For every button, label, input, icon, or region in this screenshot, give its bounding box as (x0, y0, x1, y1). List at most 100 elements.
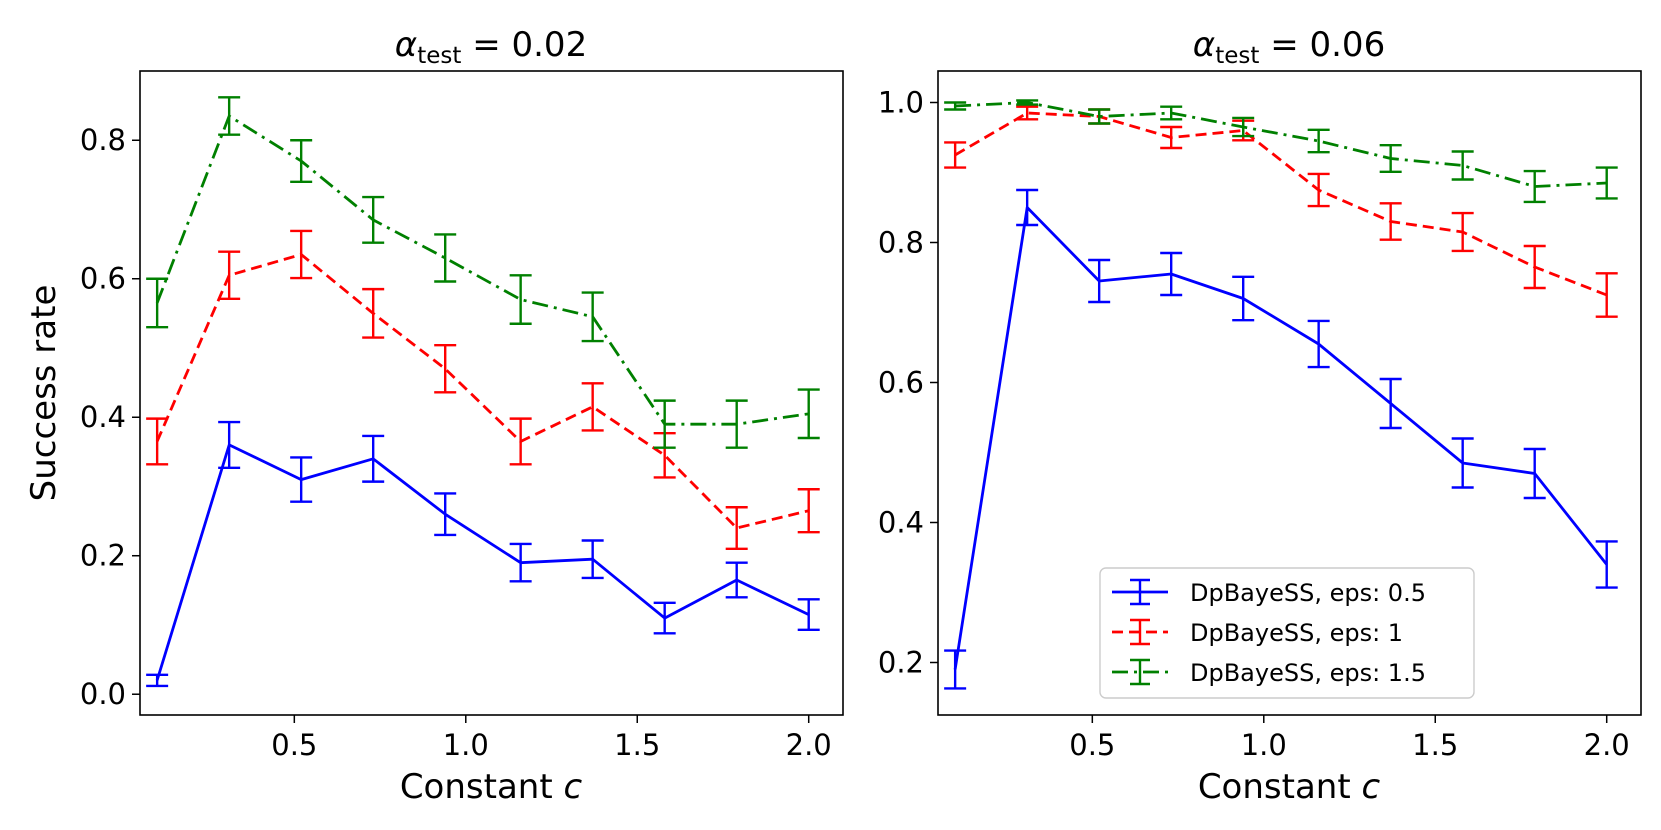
error-bar (1523, 169, 1546, 204)
error-bar (944, 141, 967, 169)
error-bar (725, 506, 748, 551)
error-bar (581, 291, 604, 343)
error-bar (581, 382, 604, 432)
error-bar (218, 96, 241, 136)
y-tick-label-right: 0.2 (878, 646, 924, 680)
x-tick-label-right: 2.0 (1584, 728, 1630, 762)
error-bar (944, 101, 967, 111)
x-tick-label-left: 1.0 (443, 728, 489, 762)
error-bar (1307, 128, 1330, 154)
error-bar (362, 195, 385, 244)
x-tick-label-left: 2.0 (786, 728, 832, 762)
error-bar (1160, 251, 1183, 297)
error-bar (725, 399, 748, 449)
y-tick-label-right: 0.4 (878, 506, 924, 540)
error-bar (653, 601, 676, 635)
error-bar (1523, 447, 1546, 500)
x-axis-label-var: c (1361, 767, 1380, 807)
error-bar (1016, 99, 1039, 106)
series-3-right (944, 99, 1618, 204)
error-bar (218, 250, 241, 301)
error-bar (509, 417, 532, 466)
error-bar (290, 139, 313, 183)
error-bar (1379, 143, 1402, 174)
series-line (155, 114, 809, 426)
title-subscript: test (417, 43, 461, 69)
error-bar (1088, 108, 1111, 125)
x-tick-label-left: 1.5 (614, 728, 660, 762)
legend-entry: DpBayeSS, eps: 0.5 (1112, 578, 1426, 607)
title-value: = 0.02 (461, 25, 587, 65)
y-tick-label-left: 0.8 (80, 123, 126, 157)
error-bar (1307, 319, 1330, 369)
series-line (955, 101, 1607, 188)
error-bar (1160, 105, 1183, 121)
series-1-left (146, 420, 820, 688)
y-tick-label-right: 0.6 (878, 366, 924, 400)
title-subscript: test (1215, 43, 1259, 69)
error-bar (362, 287, 385, 339)
y-axis-label-left: Success rate (24, 285, 64, 502)
error-bar (509, 542, 532, 583)
error-bar (1088, 258, 1111, 304)
error-bar (725, 561, 748, 599)
error-bar (1451, 437, 1474, 489)
error-bar (290, 229, 313, 280)
x-tick-label-right: 0.5 (1069, 728, 1115, 762)
error-bar (509, 274, 532, 325)
error-bar (1379, 202, 1402, 241)
y-tick-label-right: 1.0 (878, 86, 924, 120)
error-bar (1232, 275, 1255, 322)
axes-frame-right (937, 70, 1642, 716)
error-bar (1451, 211, 1474, 253)
legend-box (1099, 567, 1475, 699)
error-bar (146, 277, 169, 329)
series-line (954, 111, 1608, 297)
error-bar (797, 488, 820, 534)
error-bar (1307, 172, 1330, 208)
error-bar (1016, 105, 1039, 121)
plot-area-right (944, 99, 1618, 690)
error-bar (1595, 272, 1618, 318)
x-tick-label-right: 1.0 (1241, 728, 1287, 762)
x-axis-label-text: Constant (1198, 767, 1362, 807)
error-bar (434, 492, 457, 537)
error-bar (581, 539, 604, 580)
series-3-left (146, 96, 820, 449)
series-line (155, 443, 810, 681)
x-tick-label-left: 0.5 (271, 728, 317, 762)
x-axis-label-right: Constant c (1198, 767, 1381, 807)
error-bar (434, 344, 457, 394)
chart-title-right: αtest = 0.06 (1193, 25, 1385, 69)
error-bar (944, 649, 967, 690)
title-alpha-symbol: α (395, 25, 417, 65)
x-axis-label-left: Constant c (400, 767, 583, 807)
error-bar (146, 673, 169, 688)
chart-title-left: αtest = 0.02 (395, 25, 587, 69)
error-bar (1379, 377, 1402, 430)
legend-label: DpBayeSS, eps: 1 (1190, 619, 1403, 647)
legend-entry: DpBayeSS, eps: 1 (1112, 618, 1403, 647)
y-tick-label-left: 0.6 (80, 262, 126, 296)
error-bar (218, 420, 241, 469)
y-tick-label-left: 0.0 (80, 677, 126, 711)
legend: DpBayeSS, eps: 0.5 DpBayeSS, eps: 1 DpBaye… (1099, 567, 1475, 699)
x-tick-label-right: 1.5 (1412, 728, 1458, 762)
title-value: = 0.06 (1259, 25, 1385, 65)
error-bar (1523, 244, 1546, 290)
plot-area-left (146, 96, 820, 688)
axes-frame-left (139, 70, 844, 716)
chart-panel-left: αtest = 0.02 Constant c Success rate 0.5… (24, 25, 844, 807)
error-bar (653, 399, 676, 449)
series-2-right (944, 105, 1618, 318)
legend-label: DpBayeSS, eps: 0.5 (1190, 579, 1426, 607)
title-alpha-symbol: α (1193, 25, 1215, 65)
error-bar (146, 417, 169, 466)
error-bar (434, 233, 457, 283)
y-tick-label-left: 0.2 (80, 539, 126, 573)
error-bar (1016, 188, 1039, 227)
error-bar (1595, 540, 1618, 589)
x-axis-label-var: c (563, 767, 582, 807)
